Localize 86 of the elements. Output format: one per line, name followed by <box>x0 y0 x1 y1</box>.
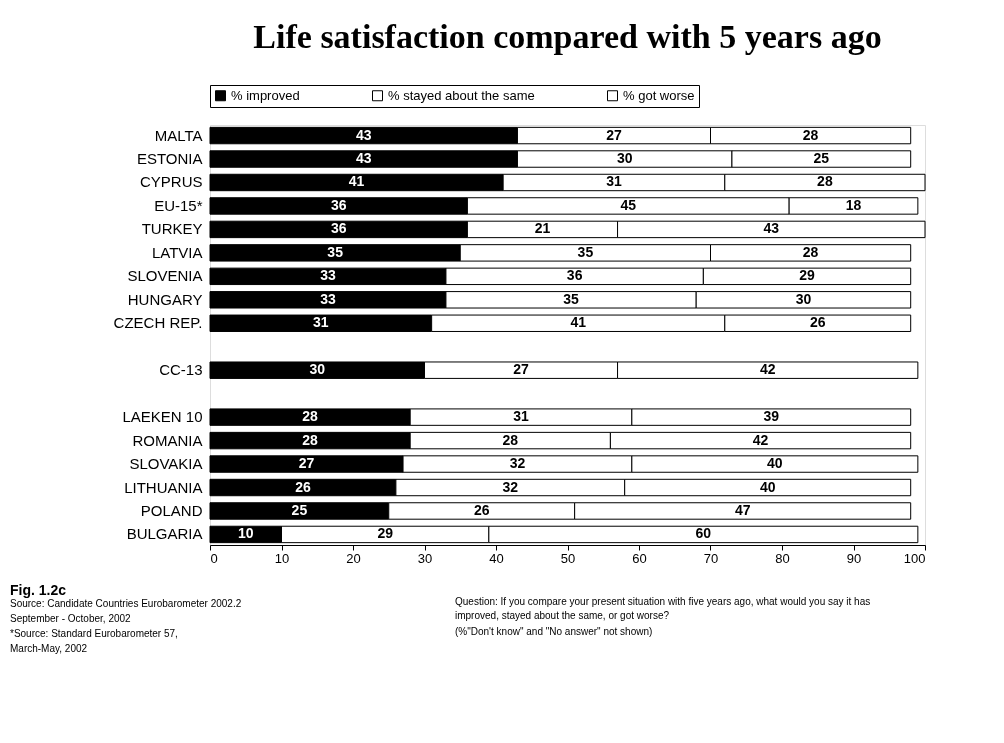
text: (%"Don't know" and "No answer" not shown) <box>455 626 653 637</box>
data-label: 27 <box>606 126 622 143</box>
y-tick-label: HUNGARY <box>127 290 203 308</box>
data-label: 25 <box>813 150 830 167</box>
x-tick-label: 30 <box>417 550 433 566</box>
legend-label: % got worse <box>623 87 695 103</box>
y-tick-label: BULGARIA <box>126 525 203 543</box>
y-tick-label: LAEKEN 10 <box>122 408 203 426</box>
data-label: 42 <box>759 361 776 378</box>
data-label: 30 <box>795 290 812 307</box>
x-tick-label: 20 <box>346 550 361 566</box>
y-tick-label: LATVIA <box>151 243 203 261</box>
data-label: 33 <box>320 267 336 284</box>
data-label: 43 <box>355 126 372 143</box>
data-label: 21 <box>534 220 551 237</box>
data-label: 40 <box>759 478 776 495</box>
y-tick-label: TURKEY <box>141 220 203 238</box>
y-tick-label: POLAND <box>140 501 203 519</box>
data-label: 36 <box>566 267 583 284</box>
y-tick-label: CC-13 <box>159 361 203 379</box>
data-label: 28 <box>817 173 833 190</box>
y-tick-label: EU-15* <box>154 196 203 214</box>
data-label: 26 <box>809 314 826 331</box>
data-label: 45 <box>620 196 637 213</box>
data-label: 28 <box>802 126 819 143</box>
source-note: Source: Candidate Countries Eurobarometer 2002.2 <box>10 598 242 609</box>
x-tick-label: 90 <box>846 550 862 566</box>
y-tick-label: CYPRUS <box>139 173 203 191</box>
data-label: 30 <box>309 361 326 378</box>
data-label: 27 <box>513 361 530 378</box>
data-label: 18 <box>845 196 862 213</box>
data-label: 31 <box>513 408 530 425</box>
data-label: 35 <box>563 290 580 307</box>
data-label: 36 <box>330 220 347 237</box>
y-tick-label: LITHUANIA <box>124 478 203 496</box>
text: September - October, 2002 <box>10 613 132 624</box>
data-label: 29 <box>377 525 394 542</box>
data-label: 47 <box>734 501 751 518</box>
data-label: 27 <box>298 455 315 472</box>
data-label: 28 <box>302 431 319 448</box>
y-tick-label: ESTONIA <box>136 150 203 168</box>
text: Question: If you compare your present situation with five years ago, what would you say it has improved, stayed about the same, or got worse? <box>455 596 871 621</box>
data-label: 25 <box>291 501 308 518</box>
x-tick-label: 100 <box>903 550 926 566</box>
chart-title: Life satisfaction compared with 5 years ago <box>253 17 882 55</box>
data-label: 29 <box>799 267 816 284</box>
data-label: 35 <box>577 243 594 260</box>
data-label: 28 <box>802 243 819 260</box>
y-tick-label: CZECH REP. <box>113 314 203 332</box>
caption: Fig. 1.2c <box>10 582 67 598</box>
data-label: 36 <box>330 196 347 213</box>
x-tick-label: 0 <box>210 550 218 566</box>
x-tick-label: 10 <box>274 550 290 566</box>
data-label: 26 <box>295 478 311 495</box>
data-label: 35 <box>327 243 344 260</box>
x-tick-label: 60 <box>632 550 647 566</box>
y-tick-label: SLOVAKIA <box>129 455 203 473</box>
data-label: 41 <box>570 314 587 331</box>
data-label: 28 <box>302 408 319 425</box>
data-label: 40 <box>767 455 783 472</box>
data-label: 30 <box>616 150 633 167</box>
data-label: 32 <box>502 478 519 495</box>
data-label: 43 <box>763 220 780 237</box>
legend-label: % improved <box>231 87 300 103</box>
data-label: 43 <box>355 150 372 167</box>
data-label: 42 <box>752 431 769 448</box>
text: *Source: Standard Eurobarometer 57, <box>10 628 178 639</box>
data-label: 28 <box>502 431 519 448</box>
data-label: 32 <box>509 455 526 472</box>
data-label: 10 <box>237 525 254 542</box>
data-label: 33 <box>320 290 336 307</box>
data-label: 31 <box>313 314 329 331</box>
x-tick-label: 70 <box>703 550 719 566</box>
x-tick-label: 80 <box>775 550 790 566</box>
x-tick-label: 40 <box>489 550 504 566</box>
y-tick-label: ROMANIA <box>132 431 203 449</box>
data-label: 31 <box>606 173 622 190</box>
text: March-May, 2002 <box>10 643 88 654</box>
y-tick-label: SLOVENIA <box>127 267 203 285</box>
data-label: 39 <box>763 408 780 425</box>
data-label: 41 <box>348 173 365 190</box>
data-label: 26 <box>473 501 490 518</box>
legend-label: % stayed about the same <box>388 87 535 103</box>
x-tick-label: 50 <box>560 550 576 566</box>
data-label: 60 <box>695 525 712 542</box>
y-tick-label: MALTA <box>154 126 203 144</box>
